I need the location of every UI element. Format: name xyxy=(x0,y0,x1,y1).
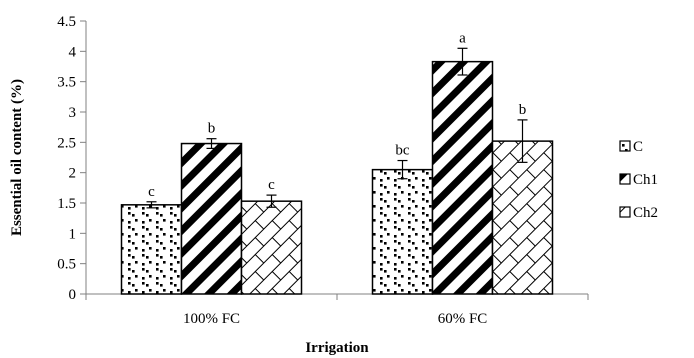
y-tick-label: 3.5 xyxy=(57,75,76,91)
significance-letter: b xyxy=(208,121,216,137)
legend-label: Ch2 xyxy=(633,205,658,221)
bar xyxy=(120,204,183,295)
legend-label: Ch1 xyxy=(633,172,658,188)
y-tick-label: 1.5 xyxy=(57,196,76,212)
y-tick-label: 2 xyxy=(69,166,77,182)
significance-letter: c xyxy=(148,184,155,200)
y-tick-label: 0.5 xyxy=(57,257,76,273)
x-tick-label: 100% FC xyxy=(183,311,240,327)
legend-swatch xyxy=(619,206,631,218)
significance-letter: bc xyxy=(395,143,410,159)
x-tick-label: 60% FC xyxy=(438,311,488,327)
significance-letter: b xyxy=(519,102,527,118)
bar xyxy=(180,142,243,295)
bar xyxy=(431,60,494,295)
y-tick-label: 3 xyxy=(69,105,77,121)
y-tick-label: 4.5 xyxy=(57,14,76,30)
bar xyxy=(240,200,303,295)
bar xyxy=(371,168,434,295)
y-axis-title: Essential oil content (%) xyxy=(9,79,25,236)
y-tick-label: 0 xyxy=(69,287,77,303)
bar xyxy=(491,140,554,295)
y-tick-label: 1 xyxy=(69,226,77,242)
y-tick-label: 2.5 xyxy=(57,135,76,151)
y-tick-label: 4 xyxy=(69,44,77,60)
legend-label: C xyxy=(633,139,643,155)
legend-swatch xyxy=(619,173,631,185)
legend-swatch xyxy=(619,140,631,152)
significance-letter: a xyxy=(459,30,466,46)
significance-letter: c xyxy=(268,177,275,193)
x-axis-title: Irrigation xyxy=(305,340,369,356)
